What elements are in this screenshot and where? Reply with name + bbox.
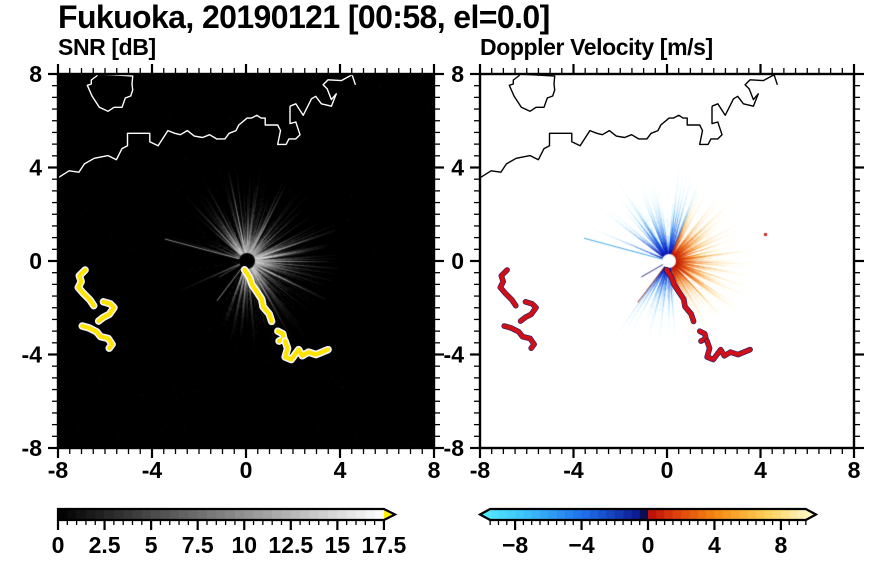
svg-text:4: 4 [334, 457, 347, 483]
svg-text:-4: -4 [142, 457, 163, 483]
svg-text:0: 0 [661, 457, 674, 483]
svg-text:-8: -8 [470, 457, 491, 483]
svg-text:5: 5 [145, 532, 158, 558]
svg-text:0: 0 [52, 532, 65, 558]
svg-text:12.5: 12.5 [268, 532, 313, 558]
svg-text:15: 15 [325, 532, 351, 558]
svg-text:7.5: 7.5 [182, 532, 214, 558]
svg-text:-8: -8 [22, 435, 43, 461]
svg-text:0: 0 [451, 248, 464, 274]
svg-text:4: 4 [451, 155, 464, 181]
svg-text:8: 8 [451, 61, 464, 87]
svg-text:0: 0 [240, 457, 253, 483]
svg-text:8: 8 [428, 457, 441, 483]
svg-text:4: 4 [754, 457, 767, 483]
svg-text:17.5: 17.5 [362, 532, 407, 558]
svg-text:-4: -4 [22, 342, 43, 368]
svg-text:2.5: 2.5 [89, 532, 121, 558]
svg-text:8: 8 [775, 532, 788, 558]
svg-text:4: 4 [29, 155, 42, 181]
svg-text:−8: −8 [502, 532, 528, 558]
svg-text:0: 0 [642, 532, 655, 558]
svg-text:10: 10 [231, 532, 257, 558]
svg-text:-4: -4 [444, 342, 465, 368]
svg-text:-8: -8 [48, 457, 69, 483]
svg-text:-8: -8 [444, 435, 465, 461]
svg-text:4: 4 [708, 532, 721, 558]
svg-text:8: 8 [29, 61, 42, 87]
svg-text:0: 0 [29, 248, 42, 274]
svg-text:-4: -4 [563, 457, 584, 483]
svg-text:8: 8 [848, 457, 861, 483]
svg-text:−4: −4 [568, 532, 594, 558]
